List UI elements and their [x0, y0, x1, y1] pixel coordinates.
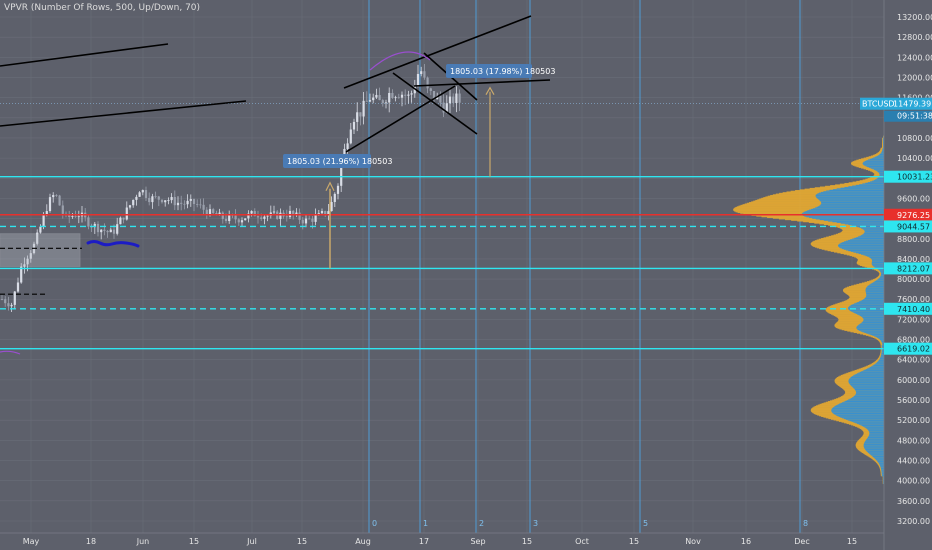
- trend-line: [413, 79, 551, 87]
- price-tick-label: 5600.00: [897, 396, 930, 405]
- level-price-tag: 9276.25: [897, 211, 930, 220]
- time-tick-label: Nov: [685, 537, 701, 546]
- price-tick-label: 8000.00: [897, 275, 930, 284]
- price-tick-label: 8400.00: [897, 255, 930, 264]
- time-tick-label: May: [23, 537, 40, 546]
- fib-time-label: 1: [423, 519, 428, 528]
- measure-label-box: [283, 154, 371, 168]
- price-tick-label: 8800.00: [897, 235, 930, 244]
- price-tick-label: 10800.00: [897, 134, 932, 143]
- price-tick-label: 7600.00: [897, 295, 930, 304]
- price-tick-label: 3600.00: [897, 497, 930, 506]
- time-tick-label: 18: [86, 537, 96, 546]
- price-tick-label: 5200.00: [897, 416, 930, 425]
- measure-arrowhead: [325, 181, 335, 191]
- time-tick-label: 16: [741, 537, 751, 546]
- time-tick-label: Jun: [136, 537, 150, 546]
- countdown-label: 09:51:38: [897, 112, 932, 121]
- fib-time-label: 5: [643, 519, 648, 528]
- time-tick-label: 15: [629, 537, 639, 546]
- fib-time-label: 8: [803, 519, 808, 528]
- arc: [0, 350, 21, 355]
- price-tick-label: 3200.00: [897, 517, 930, 526]
- price-tick-label: 10400.00: [897, 154, 932, 163]
- last-price-label: 11479.39: [893, 100, 931, 109]
- time-tick-label: Jul: [246, 537, 257, 546]
- price-axis: [884, 0, 932, 550]
- time-tick-label: Aug: [355, 537, 371, 546]
- time-tick-label: 15: [522, 537, 532, 546]
- range-box: [0, 233, 81, 267]
- level-price-tag-box: [884, 342, 932, 355]
- time-tick-label: Sep: [470, 537, 485, 546]
- time-tick-label: 15: [189, 537, 199, 546]
- price-tick-label: 12000.00: [897, 73, 932, 82]
- price-tick-label: 7200.00: [897, 315, 930, 324]
- price-tick-label: 6800.00: [897, 336, 930, 345]
- trend-line: [343, 15, 532, 89]
- scribble: [86, 240, 140, 248]
- price-tick-label: 9600.00: [897, 194, 930, 203]
- measure-label: 1805.03 (17.98%) 180503: [450, 67, 555, 76]
- countdown-box: [884, 110, 932, 122]
- level-price-tag-box: [884, 220, 932, 233]
- time-tick-label: 15: [297, 537, 307, 546]
- arc: [369, 51, 431, 71]
- trend-line: [392, 72, 478, 135]
- time-tick-label: Oct: [575, 537, 589, 546]
- last-price-tag-box: [860, 97, 932, 110]
- price-tick-label: 6400.00: [897, 356, 930, 365]
- fib-time-label: 2: [479, 519, 484, 528]
- price-tick-label: 4400.00: [897, 457, 930, 466]
- level-price-tag-box: [884, 170, 932, 183]
- time-tick-label: 17: [419, 537, 429, 546]
- price-tick-label: 13200.00: [897, 13, 932, 22]
- price-tick-label: 4800.00: [897, 436, 930, 445]
- level-price-tag: 7410.40: [897, 305, 930, 314]
- trend-line: [0, 43, 169, 67]
- price-tick-label: 12800.00: [897, 33, 932, 42]
- indicator-title: VPVR (Number Of Rows, 500, Up/Down, 70): [4, 3, 201, 13]
- time-tick-label: Dec: [794, 537, 809, 546]
- level-price-tag-box: [884, 262, 932, 275]
- price-tick-label: 6000.00: [897, 376, 930, 385]
- level-price-tag: 8212.07: [897, 264, 930, 273]
- measure-label: 1805.03 (21.96%) 180503: [287, 157, 392, 166]
- measure-arrowhead: [485, 86, 495, 96]
- volume-profile: [733, 135, 884, 485]
- measure-label-box: [446, 64, 532, 78]
- price-tick-label: 4000.00: [897, 477, 930, 486]
- fib-time-label: 0: [372, 519, 377, 528]
- level-price-tag: 9044.57: [897, 222, 930, 231]
- level-price-tag-box: [884, 208, 932, 221]
- symbol-label: BTCUSD: [862, 100, 895, 109]
- trend-line: [345, 85, 456, 153]
- candles: [0, 63, 461, 312]
- level-price-tag: 10031.23: [897, 173, 932, 182]
- fib-time-label: 3: [533, 519, 538, 528]
- level-price-tag: 6619.02: [897, 345, 930, 354]
- level-price-tag-box: [884, 302, 932, 315]
- time-tick-label: 15: [847, 537, 857, 546]
- price-tick-label: 12400.00: [897, 53, 932, 62]
- trend-line: [0, 100, 247, 127]
